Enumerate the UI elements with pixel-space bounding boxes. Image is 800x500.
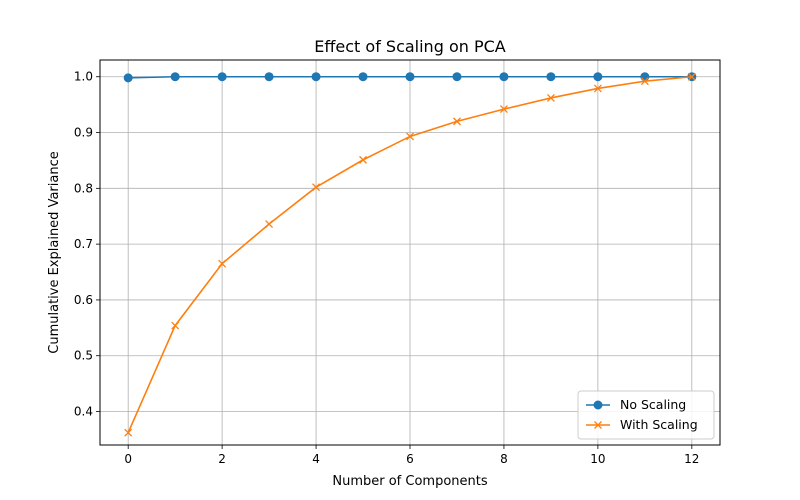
data-point-with-scaling bbox=[124, 428, 133, 437]
marker-stroke bbox=[499, 105, 508, 114]
data-point-with-scaling bbox=[265, 220, 274, 229]
y-tick-label: 0.6 bbox=[74, 293, 93, 307]
x-tick-label: 10 bbox=[590, 452, 605, 466]
legend-marker-with-scaling bbox=[594, 421, 602, 429]
marker-stroke bbox=[640, 77, 649, 86]
data-point-with-scaling bbox=[171, 321, 180, 330]
x-tick-label: 6 bbox=[406, 452, 414, 466]
marker-stroke bbox=[594, 421, 602, 429]
marker-stroke bbox=[218, 259, 227, 268]
marker-stroke bbox=[265, 220, 274, 229]
y-tick-label: 1.0 bbox=[74, 70, 93, 84]
marker-stroke bbox=[312, 183, 321, 192]
series-with-scaling bbox=[124, 72, 696, 437]
data-point-with-scaling bbox=[593, 84, 602, 93]
data-point-no-scaling bbox=[405, 72, 415, 82]
marker-stroke bbox=[593, 84, 602, 93]
marker-stroke bbox=[171, 321, 180, 330]
marker-stroke bbox=[359, 155, 367, 164]
x-tick-label: 2 bbox=[218, 452, 226, 466]
data-point-with-scaling bbox=[453, 117, 461, 126]
y-axis-label: Cumulative Explained Variance bbox=[47, 151, 62, 353]
series-no-scaling bbox=[123, 72, 697, 83]
marker-stroke bbox=[453, 117, 461, 126]
data-point-no-scaling bbox=[358, 72, 368, 82]
axis-ticks: 0 2 4 6 8 10 12 0.4 0.5 0.6 0.7 0.8 0.9 1.0 bbox=[74, 70, 700, 466]
data-point-no-scaling bbox=[264, 72, 274, 82]
data-point-with-scaling bbox=[218, 259, 227, 268]
data-point-no-scaling bbox=[640, 72, 650, 82]
data-point-no-scaling bbox=[170, 72, 180, 82]
x-axis-label: Number of Components bbox=[332, 474, 487, 489]
y-tick-label: 0.4 bbox=[74, 405, 93, 419]
data-point-no-scaling bbox=[499, 72, 509, 82]
data-point-with-scaling bbox=[687, 72, 696, 81]
marker-stroke bbox=[687, 72, 696, 81]
data-point-with-scaling bbox=[546, 93, 555, 102]
legend-box bbox=[577, 390, 715, 440]
legend-label-no-scaling: No Scaling bbox=[620, 397, 686, 412]
legend: No Scaling With Scaling bbox=[577, 390, 715, 440]
x-tick-label: 4 bbox=[312, 452, 320, 466]
y-tick-label: 0.9 bbox=[74, 126, 93, 140]
y-tick-label: 0.5 bbox=[74, 349, 93, 363]
x-tick-label: 8 bbox=[500, 452, 508, 466]
data-point-with-scaling bbox=[499, 105, 508, 114]
y-tick-label: 0.7 bbox=[74, 237, 93, 251]
data-point-no-scaling bbox=[311, 72, 321, 82]
data-point-no-scaling bbox=[546, 72, 556, 82]
legend-label-with-scaling: With Scaling bbox=[620, 417, 698, 432]
data-point-no-scaling bbox=[593, 72, 603, 82]
data-point-with-scaling bbox=[312, 183, 321, 192]
x-tick-label: 12 bbox=[684, 452, 699, 466]
data-point-with-scaling bbox=[359, 155, 367, 164]
x-tick-label: 0 bbox=[124, 452, 132, 466]
marker-stroke bbox=[124, 428, 133, 437]
data-point-with-scaling bbox=[640, 77, 649, 86]
data-point-no-scaling bbox=[123, 73, 133, 83]
legend-marker-no-scaling bbox=[593, 400, 603, 410]
chart-title: Effect of Scaling on PCA bbox=[314, 37, 506, 56]
y-tick-label: 0.8 bbox=[74, 181, 93, 195]
data-point-with-scaling bbox=[406, 132, 414, 141]
data-point-no-scaling bbox=[217, 72, 227, 82]
data-point-no-scaling bbox=[452, 72, 462, 82]
series-layer bbox=[123, 72, 697, 437]
marker-stroke bbox=[406, 132, 414, 141]
marker-stroke bbox=[546, 93, 555, 102]
